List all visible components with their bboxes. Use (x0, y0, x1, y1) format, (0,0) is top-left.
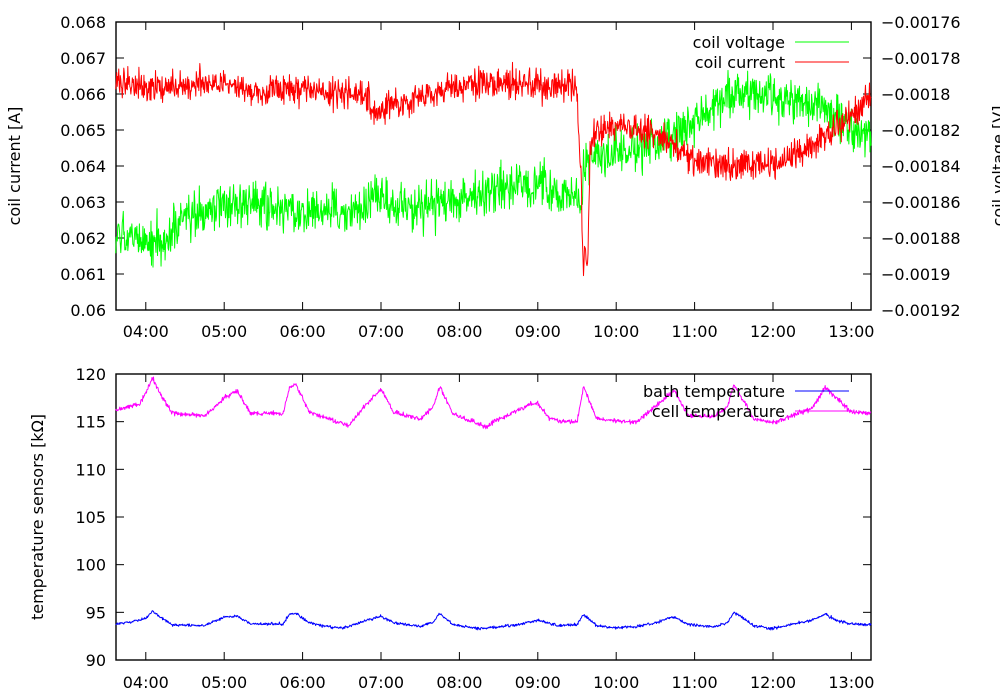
temperature-x-tick-label: 07:00 (358, 673, 404, 692)
temperature-x-tick-label: 10:00 (593, 673, 639, 692)
legend-label-coil-voltage: coil voltage (693, 33, 785, 52)
series-line-coil-voltage (115, 69, 872, 268)
series-line-bath-temperature (115, 610, 872, 631)
coil-y-tick-label: 0.067 (60, 49, 106, 68)
coil-x-tick-label: 05:00 (201, 322, 247, 341)
coil-y-tick-label: 0.06 (70, 301, 106, 320)
temperature-x-tick-label: 04:00 (123, 673, 169, 692)
coil-y2-tick-label: −0.0019 (881, 265, 950, 284)
series-line-cell-temperature (115, 376, 872, 430)
coil-series-group (115, 61, 872, 277)
coil-y-tick-label: 0.064 (60, 157, 106, 176)
temperature-chart: 04:00 05:00 06:00 07:00 08:00 09:00 10:00 11:00… (28, 365, 874, 692)
coil-x-tick-label: 10:00 (593, 322, 639, 341)
temperature-x-tick-label: 13:00 (828, 673, 874, 692)
temperature-y-tick-label: 95 (86, 603, 106, 622)
coil-x-tick-label: 07:00 (358, 322, 404, 341)
coil-x-tick-label: 13:00 (828, 322, 874, 341)
coil-y-tick-label: 0.066 (60, 85, 106, 104)
coil-y2-tick-label: −0.00176 (881, 13, 961, 32)
coil-x-tick-label: 08:00 (436, 322, 482, 341)
temperature-x-tick-label: 05:00 (201, 673, 247, 692)
temperature-y-tick-label: 120 (75, 365, 106, 384)
coil-x-tick-label: 09:00 (515, 322, 561, 341)
coil-x-tick-label: 06:00 (280, 322, 326, 341)
temperature-x-tick-label: 12:00 (750, 673, 796, 692)
temperature-x-axis: 04:00 05:00 06:00 07:00 08:00 09:00 10:00 11:00… (123, 374, 874, 692)
temperature-y-tick-label: 90 (86, 651, 106, 670)
coil-y-tick-label: 0.065 (60, 121, 106, 140)
coil-y2-axis: −0.00192 −0.0019 −0.00188 −0.00186 −0.00184 −… (863, 13, 961, 320)
coil-y2-tick-label: −0.00192 (881, 301, 961, 320)
coil-y-tick-label: 0.061 (60, 265, 106, 284)
temperature-x-tick-label: 08:00 (436, 673, 482, 692)
coil-y2-tick-label: −0.00188 (881, 229, 961, 248)
temperature-y-tick-label: 105 (75, 508, 106, 527)
coil-y2-tick-label: −0.00186 (881, 193, 961, 212)
coil-y-tick-label: 0.068 (60, 13, 106, 32)
temperature-legend: bath temperature cell temperature (643, 382, 849, 421)
coil-y2-tick-label: −0.00178 (881, 49, 961, 68)
temperature-x-tick-label: 11:00 (672, 673, 718, 692)
coil-y2-axis-title: coil voltage [V] (989, 106, 1000, 227)
coil-x-tick-label: 11:00 (672, 322, 718, 341)
temperature-series-group (115, 376, 872, 631)
series-line-coil-current (115, 61, 872, 277)
coil-y2-tick-label: −0.00182 (881, 121, 961, 140)
temperature-y-tick-label: 110 (75, 460, 106, 479)
temperature-y-tick-label: 100 (75, 556, 106, 575)
coil-x-tick-label: 04:00 (123, 322, 169, 341)
legend-label-bath-temperature: bath temperature (643, 382, 785, 401)
coil-y-tick-label: 0.062 (60, 229, 106, 248)
coil-y-tick-label: 0.063 (60, 193, 106, 212)
temperature-x-tick-label: 06:00 (280, 673, 326, 692)
coil-x-tick-label: 12:00 (750, 322, 796, 341)
temperature-x-tick-label: 09:00 (515, 673, 561, 692)
coil-y-axis: 0.06 0.061 0.062 0.063 0.064 0.065 0.066 0.067 0… (60, 13, 124, 320)
coil-y2-tick-label: −0.00184 (881, 157, 961, 176)
temperature-y-axis-title: temperature sensors [kΩ] (28, 414, 47, 620)
coil-legend: coil voltage coil current (693, 33, 849, 72)
coil-y2-tick-label: −0.0018 (881, 85, 950, 104)
legend-label-cell-temperature: cell temperature (652, 402, 785, 421)
coil-x-axis: 04:00 05:00 06:00 07:00 08:00 09:00 10:00 11:00… (123, 22, 874, 341)
legend-label-coil-current: coil current (695, 53, 785, 72)
coil-y-axis-title: coil current [A] (5, 107, 24, 226)
temperature-y-tick-label: 115 (75, 413, 106, 432)
coil-chart: 04:00 05:00 06:00 07:00 08:00 09:00 10:00 11:00… (5, 13, 1000, 341)
temperature-y-axis: 90 95 100 105 110 115 120 (75, 365, 871, 670)
